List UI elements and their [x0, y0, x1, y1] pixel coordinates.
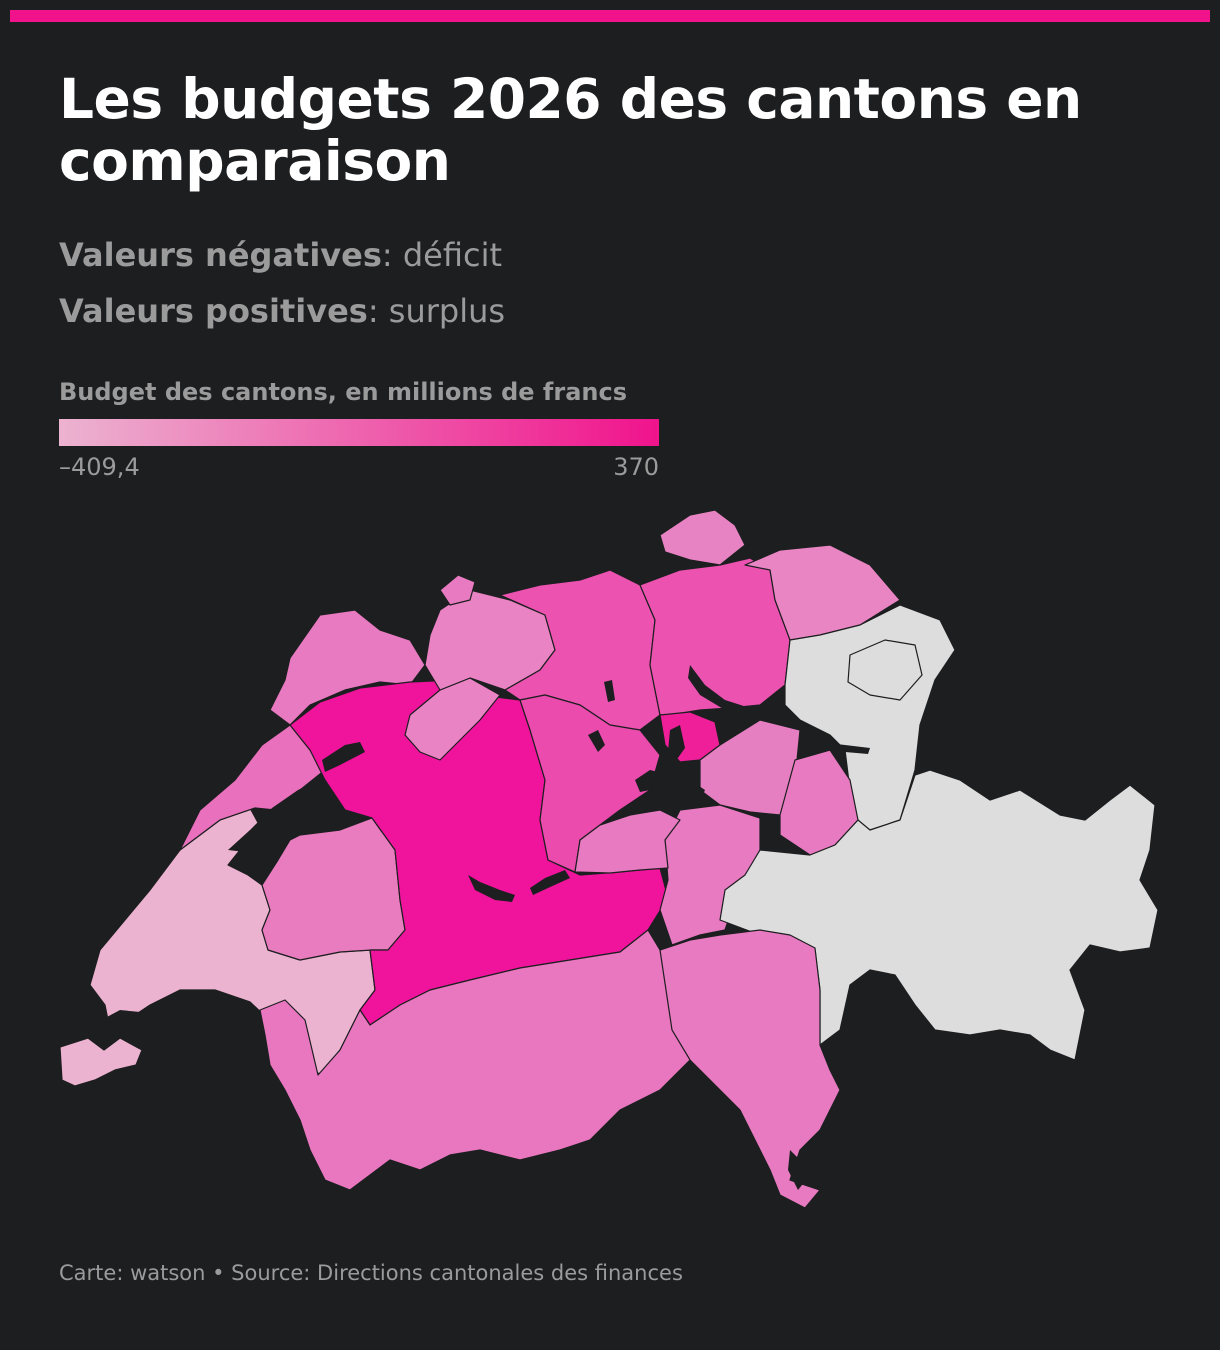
switzerland-canton-map	[59, 509, 1159, 1209]
legend-color-scale	[59, 419, 659, 446]
negative-values-note: Valeurs négatives: déficit	[59, 236, 502, 274]
legend-title: Budget des cantons, en millions de franc…	[59, 378, 627, 406]
canton-basel-stadt[interactable]	[439, 574, 476, 606]
page-title: Les budgets 2026 des cantons en comparai…	[59, 67, 1082, 193]
lake-lucerne	[635, 770, 705, 802]
canton-ticino[interactable]	[659, 929, 841, 1209]
lake-walen	[820, 742, 870, 754]
canton-appenzell[interactable]	[847, 639, 923, 701]
canton-valais[interactable]	[259, 929, 691, 1191]
canton-uri[interactable]	[659, 804, 761, 946]
canton-obwalden-nidwalden[interactable]	[574, 809, 681, 874]
positive-values-label: Valeurs positives	[59, 292, 368, 330]
canton-lucerne[interactable]	[519, 694, 661, 873]
positive-values-note: Valeurs positives: surplus	[59, 292, 505, 330]
lake-zurich	[688, 665, 780, 720]
canton-schaffhausen[interactable]	[659, 509, 746, 566]
lake-geneva	[105, 1008, 175, 1038]
lake-zug	[668, 725, 685, 762]
positive-values-text: : surplus	[367, 292, 506, 330]
accent-bar	[10, 10, 1210, 22]
lake-maggiore	[788, 1150, 806, 1190]
negative-values-label: Valeurs négatives	[59, 236, 382, 274]
canton-zurich[interactable]	[639, 557, 791, 716]
canton-fribourg[interactable]	[261, 817, 406, 961]
lake-hallwil	[604, 680, 615, 702]
legend-max-label: 370	[613, 453, 659, 481]
lake-neuchatel	[228, 782, 320, 852]
lake-sempach	[588, 730, 605, 752]
negative-values-text: : déficit	[381, 236, 503, 274]
canton-geneva[interactable]	[59, 1037, 143, 1087]
source-footer: Carte: watson • Source: Directions canto…	[59, 1261, 683, 1285]
lake-thun-brienz	[468, 870, 570, 902]
legend-min-label: –409,4	[59, 453, 140, 481]
canton-graubuenden[interactable]	[719, 769, 1159, 1061]
lake-biel	[322, 742, 365, 772]
